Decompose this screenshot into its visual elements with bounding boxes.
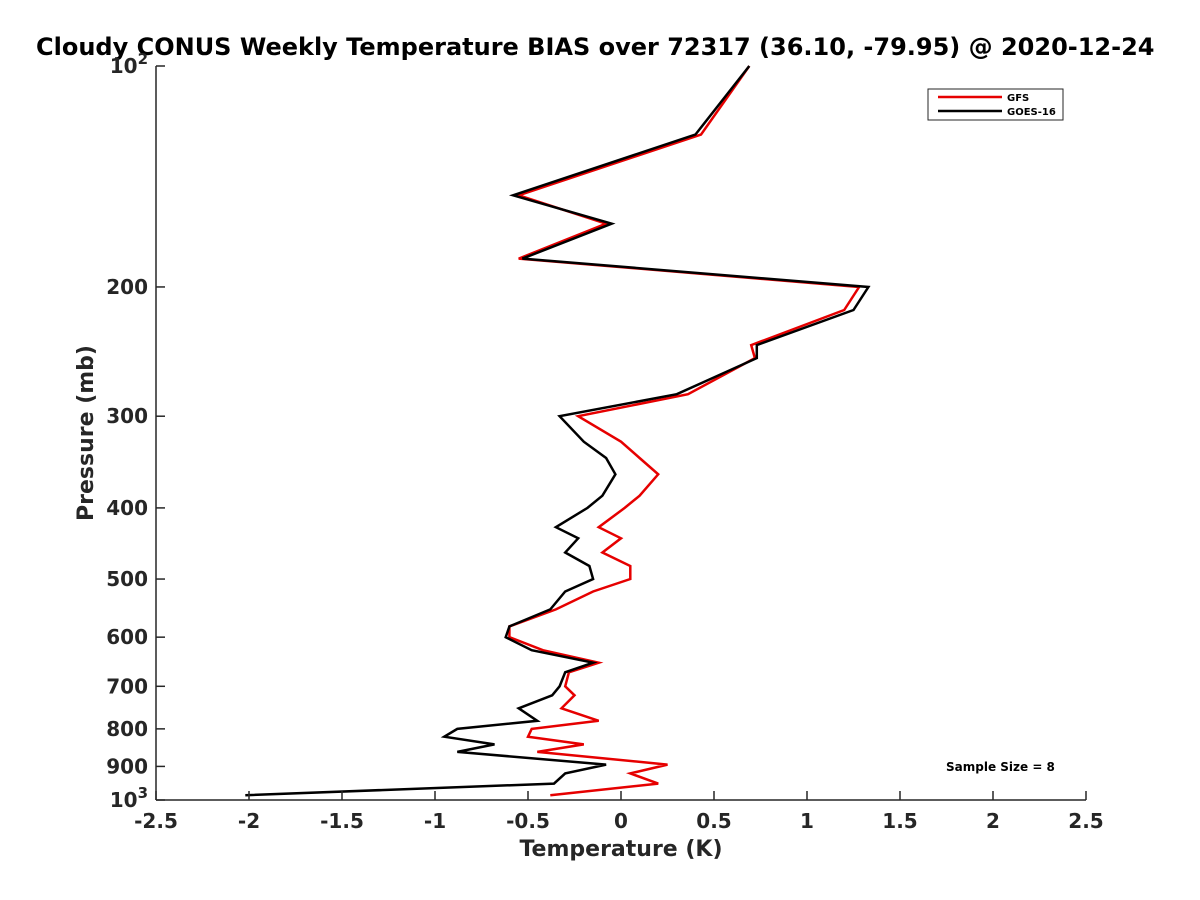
x-tick-label: 0.5 xyxy=(696,809,731,833)
x-tick-label: -1 xyxy=(424,809,446,833)
y-tick-label: 900 xyxy=(106,754,148,778)
x-tick-label: -0.5 xyxy=(506,809,550,833)
series-layer xyxy=(245,65,871,797)
x-tick-label: 2 xyxy=(986,809,1000,833)
x-tick-label: 0 xyxy=(614,809,628,833)
y-tick-label: 300 xyxy=(106,404,148,428)
legend-box xyxy=(927,88,1064,121)
x-axis-label: Temperature (K) xyxy=(519,837,722,862)
x-ticks: -2.5 -2 -1.5 -1 -0.5 0 0.5 1 1.5 2 2.5 xyxy=(134,791,1104,833)
y-tick-label: 500 xyxy=(106,567,148,591)
y-tick-label: 700 xyxy=(106,674,148,698)
y-tick-label: 600 xyxy=(106,625,148,649)
legend: GFS GOES-16 xyxy=(927,88,1064,121)
x-tick-label: -2.5 xyxy=(134,809,178,833)
y-tick-label: 102 xyxy=(110,50,148,78)
sample-size-annotation: Sample Size = 8 xyxy=(946,760,1055,774)
plot-area xyxy=(156,66,1086,800)
y-ticks: 102 200 300 400 500 600 700 800 900 103 xyxy=(106,50,165,812)
legend-label-gfs: GFS xyxy=(1007,93,1029,104)
x-tick-label: 2.5 xyxy=(1068,809,1103,833)
y-tick-label: 400 xyxy=(106,496,148,520)
y-tick-label: 800 xyxy=(106,717,148,741)
x-tick-label: 1 xyxy=(800,809,814,833)
x-tick-label: -2 xyxy=(238,809,260,833)
x-tick-label: -1.5 xyxy=(320,809,364,833)
series-line-gfs xyxy=(508,65,862,797)
y-tick-label: 200 xyxy=(106,275,148,299)
legend-label-goes-16: GOES-16 xyxy=(1007,107,1056,118)
y-tick-label: 103 xyxy=(110,784,148,812)
y-axis-label: Pressure (mb) xyxy=(74,345,99,521)
x-tick-label: 1.5 xyxy=(882,809,917,833)
series-line-goes-16 xyxy=(245,65,871,797)
chart-title: Cloudy CONUS Weekly Temperature BIAS ove… xyxy=(36,33,1154,61)
